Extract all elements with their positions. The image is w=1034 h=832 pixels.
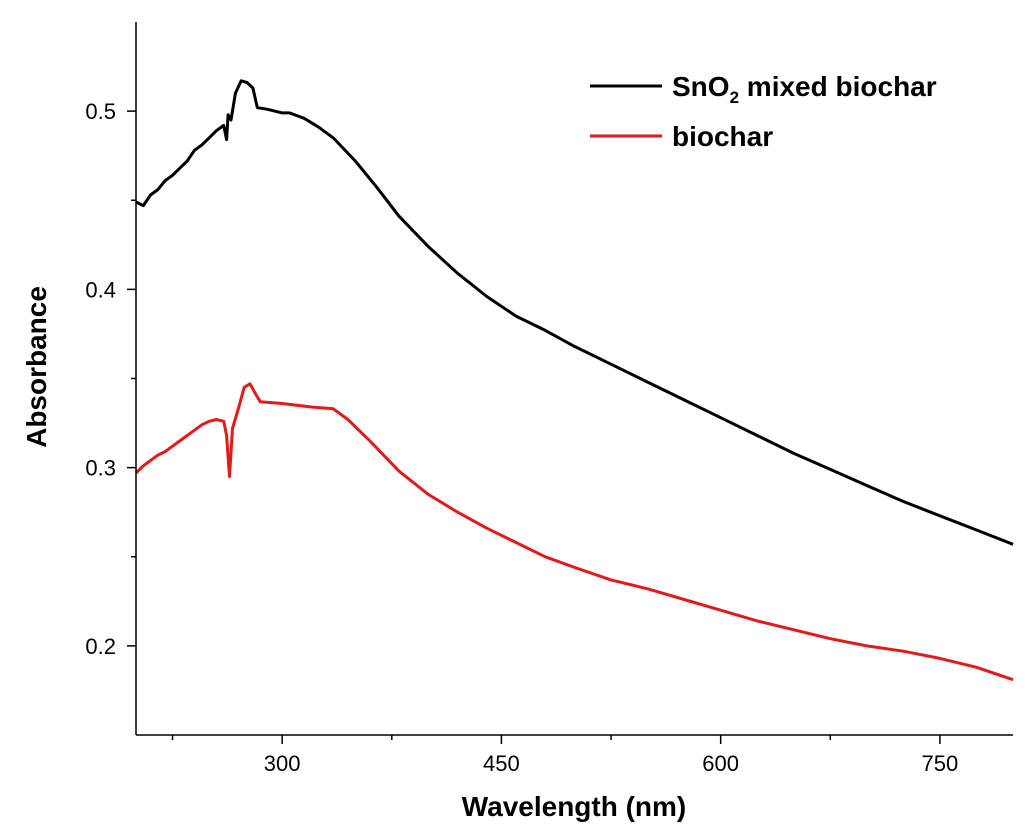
x-tick-label: 300: [264, 751, 301, 776]
y-axis-title: Absorbance: [21, 286, 52, 448]
legend-label-sno2-mixed-biochar: SnO2 mixed biochar: [672, 71, 937, 107]
y-tick-label: 0.3: [85, 456, 116, 481]
series-layer: [134, 79, 1014, 682]
legend-label-biochar: biochar: [672, 121, 773, 152]
series-line-sno2-mixed-biochar: [135, 79, 1014, 546]
tick-labels-layer: 300 450 600 750 0.2 0.3 0.4 0.5: [85, 99, 958, 776]
x-tick-label: 450: [483, 751, 520, 776]
series-line-biochar: [134, 382, 1014, 682]
x-axis-title: Wavelength (nm): [462, 791, 687, 822]
x-tick-label: 750: [922, 751, 959, 776]
y-tick-label: 0.4: [85, 277, 116, 302]
y-tick-label: 0.2: [85, 634, 116, 659]
y-tick-label: 0.5: [85, 99, 116, 124]
x-tick-label: 600: [702, 751, 739, 776]
legend: SnO2 mixed biochar biochar: [590, 71, 937, 152]
ticks-layer: [127, 110, 941, 744]
